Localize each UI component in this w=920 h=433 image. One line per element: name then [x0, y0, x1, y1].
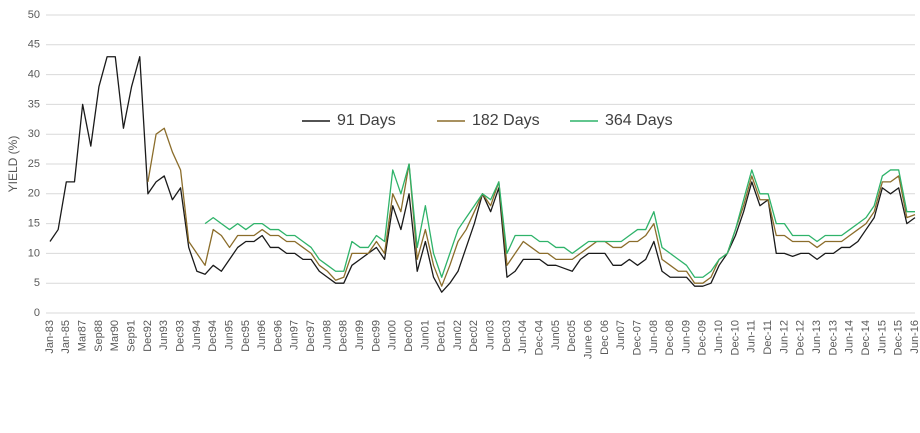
x-tick-label: Jun03 — [485, 320, 497, 350]
x-tick-label: Jun-11 — [746, 320, 758, 353]
x-tick-label: Jun-14 — [844, 320, 856, 354]
y-tick-label: 25 — [28, 158, 40, 170]
y-tick-label: 30 — [28, 128, 40, 140]
x-tick-label: Jun94 — [191, 320, 203, 350]
x-tick-label: Jan-85 — [60, 320, 72, 354]
x-tick-label: Dec93 — [174, 320, 186, 352]
x-tick-label: Dec94 — [207, 320, 219, 352]
x-tick-label: Dec-07 — [631, 320, 643, 355]
series-line — [204, 163, 915, 278]
x-tick-label: Dec00 — [403, 320, 415, 352]
x-tick-label: Dec-10 — [729, 320, 741, 355]
x-tick-label: June 06 — [582, 320, 594, 359]
x-tick-label: Jun07 — [615, 320, 627, 350]
x-tick-label: Jun-16 — [909, 320, 920, 354]
x-tick-label: Dec96 — [272, 320, 284, 352]
x-tick-label: Jun-09 — [680, 320, 692, 354]
x-tick-label: Dec02 — [468, 320, 480, 352]
x-tick-label: Dec01 — [436, 320, 448, 352]
y-tick-label: 20 — [28, 188, 40, 200]
y-tick-label: 45 — [28, 39, 40, 51]
x-tick-label: Dec05 — [566, 320, 578, 352]
x-tick-label: Jun01 — [419, 320, 431, 350]
x-tick-label: Jun05 — [550, 320, 562, 350]
y-tick-label: 15 — [28, 218, 40, 230]
x-tick-label: Dec-14 — [860, 320, 872, 355]
x-tick-label: Jun99 — [354, 320, 366, 350]
x-tick-label: Dec-15 — [893, 320, 905, 355]
x-tick-label: Jun95 — [223, 320, 235, 350]
x-tick-label: Jun02 — [452, 320, 464, 350]
x-tick-label: Jun-13 — [811, 320, 823, 354]
x-tick-label: Dec99 — [370, 320, 382, 352]
y-tick-label: 40 — [28, 69, 40, 81]
y-axis-label: YIELD (%) — [6, 136, 20, 193]
x-tick-label: Dec-09 — [697, 320, 709, 355]
x-tick-label: Mar90 — [109, 320, 121, 351]
y-tick-label: 10 — [28, 247, 40, 259]
y-tick-label: 50 — [28, 9, 40, 21]
x-tick-label: Mar87 — [77, 320, 89, 351]
x-tick-label: Dec97 — [305, 320, 317, 352]
x-tick-label: Jun-10 — [713, 320, 725, 354]
x-tick-label: Jun-04 — [517, 320, 529, 354]
x-tick-label: Dec92 — [142, 320, 154, 352]
x-tick-label: Sep88 — [93, 320, 105, 352]
x-tick-label: Jun-15 — [876, 320, 888, 354]
legend-label: 364 Days — [605, 112, 673, 129]
x-tick-label: Dec-08 — [664, 320, 676, 355]
x-tick-label: Dec-11 — [762, 320, 774, 355]
x-tick-label: Dec-12 — [795, 320, 807, 355]
x-tick-label: Dec-04 — [534, 320, 546, 355]
series-line — [147, 127, 916, 287]
y-tick-label: 0 — [34, 307, 40, 319]
x-tick-label: Jun00 — [387, 320, 399, 350]
series-line — [49, 56, 916, 293]
x-tick-label: Sep91 — [126, 320, 138, 352]
x-tick-label: Dec03 — [501, 320, 513, 352]
y-tick-label: 35 — [28, 98, 40, 110]
x-tick-label: Jun-08 — [648, 320, 660, 354]
x-tick-label: Dec 06 — [599, 320, 611, 355]
legend-label: 91 Days — [337, 112, 396, 129]
x-tick-label: Dec-13 — [827, 320, 839, 355]
x-tick-label: Jan-83 — [44, 320, 56, 354]
x-tick-label: Jun93 — [158, 320, 170, 350]
x-tick-label: Dec98 — [338, 320, 350, 352]
x-tick-label: Jun98 — [321, 320, 333, 350]
x-tick-label: Jun-12 — [778, 320, 790, 354]
legend-label: 182 Days — [472, 112, 540, 129]
x-tick-label: Jun96 — [256, 320, 268, 350]
y-tick-label: 5 — [34, 277, 40, 289]
x-tick-label: Jun97 — [289, 320, 301, 350]
x-tick-label: Dec95 — [240, 320, 252, 352]
